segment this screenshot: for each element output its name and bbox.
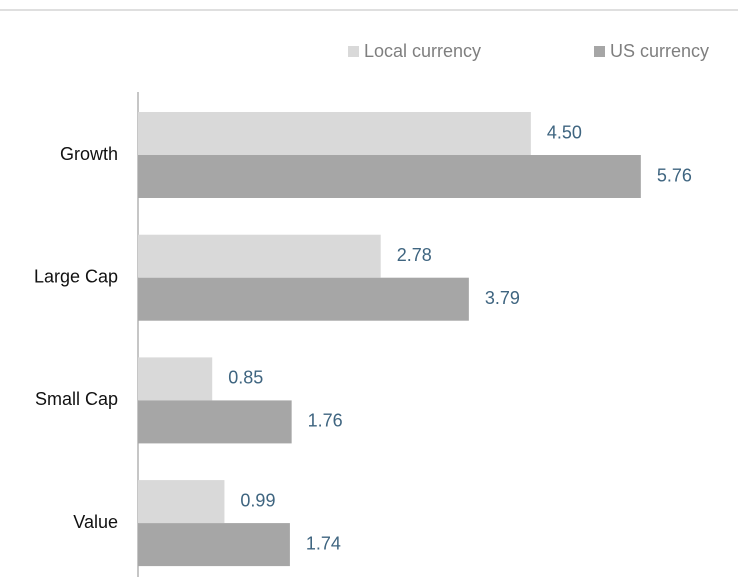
bar [138,234,381,278]
category-label: Large Cap [34,266,118,286]
value-label: 0.99 [240,490,275,510]
value-label: 3.79 [485,288,520,308]
legend-label: Local currency [364,41,481,61]
category-label: Small Cap [35,389,118,409]
bar [138,523,290,567]
bar [138,277,469,321]
value-label: 0.85 [228,368,263,388]
category-label: Value [73,512,118,532]
bar [138,400,292,444]
value-label: 1.76 [308,411,343,431]
value-label: 4.50 [547,122,582,142]
category-label: Growth [60,144,118,164]
value-label: 5.76 [657,165,692,185]
bar [138,357,213,401]
bar [138,155,641,198]
value-label: 2.78 [397,245,432,265]
bar [138,480,225,524]
legend-label: US currency [610,41,709,61]
legend-swatch [348,46,359,57]
legend-swatch [594,46,605,57]
bar [138,112,531,155]
value-label: 1.74 [306,533,341,553]
